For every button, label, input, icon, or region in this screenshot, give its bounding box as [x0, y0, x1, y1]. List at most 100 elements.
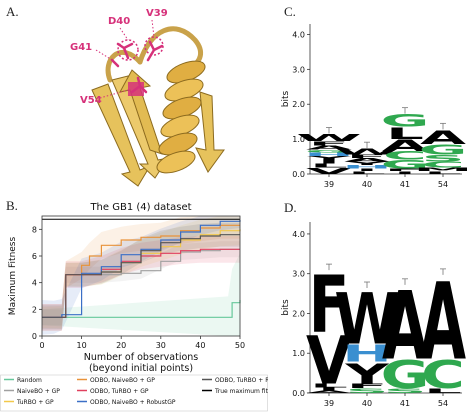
legend-entry: ODBO, NaiveBO + RobustGP — [90, 399, 176, 406]
chart-bands-layer — [42, 216, 240, 336]
logo-glyph-L: L — [310, 383, 348, 389]
x-tick-label: 30 — [156, 341, 166, 350]
legend-entry: Random — [17, 377, 42, 384]
logo-glyph-S: S — [384, 387, 427, 394]
panel-label-d: D. — [284, 200, 297, 215]
logo-glyph-F: F — [309, 260, 350, 351]
y-tick-label: 6 — [32, 252, 37, 261]
residue-v39-sidechain — [146, 40, 164, 62]
logo-x-tick-label: 39 — [324, 399, 334, 408]
logo-glyph-S: S — [422, 153, 465, 163]
logo-glyph-F: F — [347, 383, 388, 390]
chart-axes-layer: The GB1 (4) dataset 0 10 20 30 40 50 0 2 4 6 8 Numbe… — [8, 202, 245, 374]
top-loop — [137, 26, 204, 69]
fitness-line-chart: The GB1 (4) dataset 0 10 20 30 40 50 0 2 4 6 8 Numbe… — [0, 202, 268, 412]
x-tick-label: 0 — [39, 341, 44, 350]
legend-entry: ODBO, TuRBO + RobustGP — [215, 377, 268, 384]
panel-label-b: B. — [6, 198, 18, 213]
legend-entry: ODBO, TuRBO + GP — [90, 388, 149, 395]
legend-box — [0, 374, 268, 412]
logo-glyph-H: H — [342, 164, 392, 169]
logo-glyph-F: F — [385, 168, 426, 172]
beta-strand-4 — [195, 91, 225, 173]
logo-glyph-L: L — [348, 171, 386, 175]
logo-glyph-I: I — [318, 387, 340, 392]
logo-glyph-C: C — [383, 150, 427, 163]
logo-x-tick-label: 54 — [438, 180, 448, 189]
logo-glyph-W: W — [296, 132, 362, 143]
logo-glyph-A: A — [420, 261, 466, 384]
series-band-4 — [42, 236, 240, 331]
logo-y-tick-label: 4.0 — [292, 230, 305, 239]
logo-glyph-W: W — [334, 279, 400, 361]
logo-x-tick-label: 39 — [324, 180, 334, 189]
logo-glyph-G: G — [381, 353, 430, 397]
series-band-0 — [42, 253, 240, 336]
legend-entry: ODBO, NaiveBO + GP — [90, 377, 155, 384]
sequence-logo-d: 0.01.02.03.04.0bits39AILVF40SFYHW41SGA54… — [281, 222, 466, 408]
logo-x-tick-label: 41 — [400, 399, 410, 408]
residue-v54-highlight — [128, 82, 144, 96]
x-axis-sublabel: (beyond initial points) — [89, 363, 193, 374]
logo-glyph-H: H — [304, 152, 354, 157]
residue-label-v54: V54 — [80, 95, 102, 106]
logo-y-tick-label: 3.0 — [292, 270, 305, 279]
x-tick-label: 20 — [116, 341, 126, 350]
sequence-logo-c: 0.01.02.03.04.0bits39VLIYHGAFW40LIHYAFW4… — [281, 24, 470, 189]
logo-x-tick-label: 40 — [362, 399, 372, 408]
protein-ribbon-illustration: D40 V39 G41 V54 — [70, 8, 225, 187]
plot-frame — [41, 215, 241, 337]
logo-glyph-L: L — [424, 387, 462, 394]
chart-legend: Random NaiveBO + GP TuRBO + GP ODBO, NaiveB… — [0, 374, 268, 412]
x-tick-label: 10 — [77, 341, 87, 350]
logo-glyph-L: L — [386, 125, 424, 143]
y-tick-label: 0 — [32, 332, 37, 341]
beta-strand-1 — [91, 83, 152, 187]
logo-glyph-L: L — [424, 171, 462, 175]
y-tick-label: 4 — [32, 279, 37, 288]
residue-v39-ring — [144, 36, 164, 56]
series-band-3 — [42, 216, 240, 331]
logo-y-tick-label: 2.0 — [292, 100, 305, 109]
logo-glyph-A: A — [420, 127, 466, 149]
logo-glyph-G: G — [381, 112, 430, 131]
logo-glyph-A: A — [306, 145, 352, 151]
logo-glyph-G: G — [419, 142, 468, 157]
logo-y-tick-label: 2.0 — [292, 309, 305, 318]
series-band-6 — [42, 222, 240, 330]
logo-glyph-G: G — [381, 158, 430, 171]
logo-y-axis-label: bits — [281, 90, 291, 107]
y-tick-label: 2 — [32, 305, 37, 314]
chart-title: The GB1 (4) dataset — [89, 202, 191, 213]
x-tick-label: 50 — [235, 341, 245, 350]
residue-label-g41: G41 — [70, 42, 92, 53]
logo-y-tick-label: 3.0 — [292, 65, 305, 74]
logo-glyph-G: G — [305, 149, 354, 153]
logo-glyph-A: A — [382, 137, 429, 155]
residue-leader-lines — [95, 19, 155, 99]
logo-y-tick-label: 0.0 — [292, 170, 305, 179]
x-axis-label: Number of observations — [84, 352, 199, 363]
logo-y-tick-label: 1.0 — [292, 135, 305, 144]
legend-entry: TuRBO + GP — [16, 399, 54, 406]
legend-entry: NaiveBO + GP — [17, 388, 60, 395]
logo-y-axis-label: bits — [281, 299, 291, 316]
logo-glyph-H: H — [342, 340, 392, 367]
logo-glyph-W: W — [334, 147, 400, 156]
logo-x-tick-label: 54 — [438, 399, 448, 408]
logo-glyph-Y: Y — [306, 155, 351, 160]
logo-glyph-V: V — [306, 323, 352, 400]
x-tick-label: 40 — [195, 341, 205, 350]
logo-y-tick-label: 1.0 — [292, 349, 305, 358]
logo-glyph-A: A — [382, 272, 428, 381]
logo-glyph-I: I — [394, 171, 416, 175]
logo-glyph-Y: Y — [344, 358, 390, 390]
residue-label-v39: V39 — [146, 8, 168, 19]
logo-x-tick-label: 40 — [362, 180, 372, 189]
alpha-helix — [156, 60, 206, 174]
logo-y-tick-label: 0.0 — [292, 389, 305, 398]
residue-g41-sidechain — [110, 58, 120, 68]
logo-glyph-A: A — [306, 390, 353, 394]
residue-d40-ring — [117, 39, 139, 61]
residue-label-d40: D40 — [108, 16, 130, 27]
